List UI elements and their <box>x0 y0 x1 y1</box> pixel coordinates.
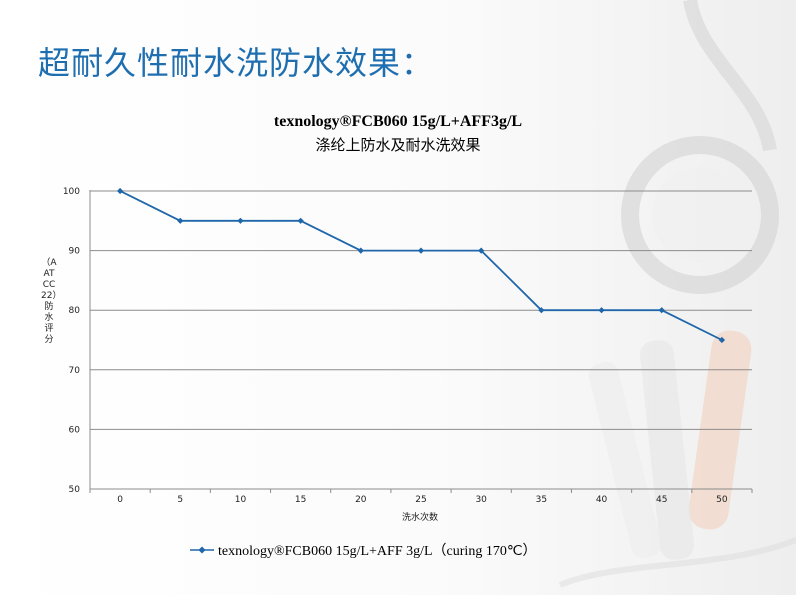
x-tick-label: 35 <box>536 495 547 505</box>
legend-swatch <box>190 546 214 554</box>
data-point <box>658 307 665 314</box>
data-point <box>237 217 244 224</box>
data-point <box>177 217 184 224</box>
x-tick-label: 15 <box>295 495 306 505</box>
y-tick-label: 100 <box>63 187 80 197</box>
data-point <box>417 247 425 254</box>
series-line <box>119 190 723 341</box>
y-tick-label: 60 <box>69 425 81 435</box>
x-tick-label: 40 <box>596 495 608 505</box>
x-tick-label: 25 <box>415 495 426 505</box>
y-tick-label: 90 <box>69 247 81 257</box>
legend: texnology®FCB060 15g/L+AFF 3g/L（curing 1… <box>190 540 537 560</box>
slide-title: 超耐久性耐水洗防水效果： <box>38 44 435 82</box>
x-tick-label: 30 <box>475 495 487 505</box>
y-tick-label: 50 <box>69 485 81 495</box>
x-tick-label: 50 <box>716 495 728 505</box>
y-axis-label: （AATCC 22）防水评分 <box>41 258 57 345</box>
data-point <box>297 217 304 224</box>
x-axis-label: 洗水次数 <box>401 513 438 523</box>
chart-subtitle: 涤纶上防水及耐水洗效果 <box>315 136 481 154</box>
data-point <box>116 187 124 195</box>
y-tick-label: 70 <box>69 366 81 376</box>
x-tick-label: 45 <box>656 495 667 505</box>
data-point <box>357 247 364 254</box>
x-tick-label: 10 <box>235 495 247 505</box>
x-tick-label: 5 <box>177 495 183 505</box>
legend-label: texnology®FCB060 15g/L+AFF 3g/L（curing 1… <box>218 544 537 559</box>
x-tick-label: 0 <box>117 495 123 505</box>
x-tick-label: 20 <box>355 495 367 505</box>
data-point <box>478 247 485 254</box>
y-tick-label: 80 <box>69 306 81 316</box>
data-point <box>718 336 726 344</box>
chart-title: texnology®FCB060 15g/L+AFF3g/L <box>273 113 523 130</box>
data-point <box>598 307 605 314</box>
